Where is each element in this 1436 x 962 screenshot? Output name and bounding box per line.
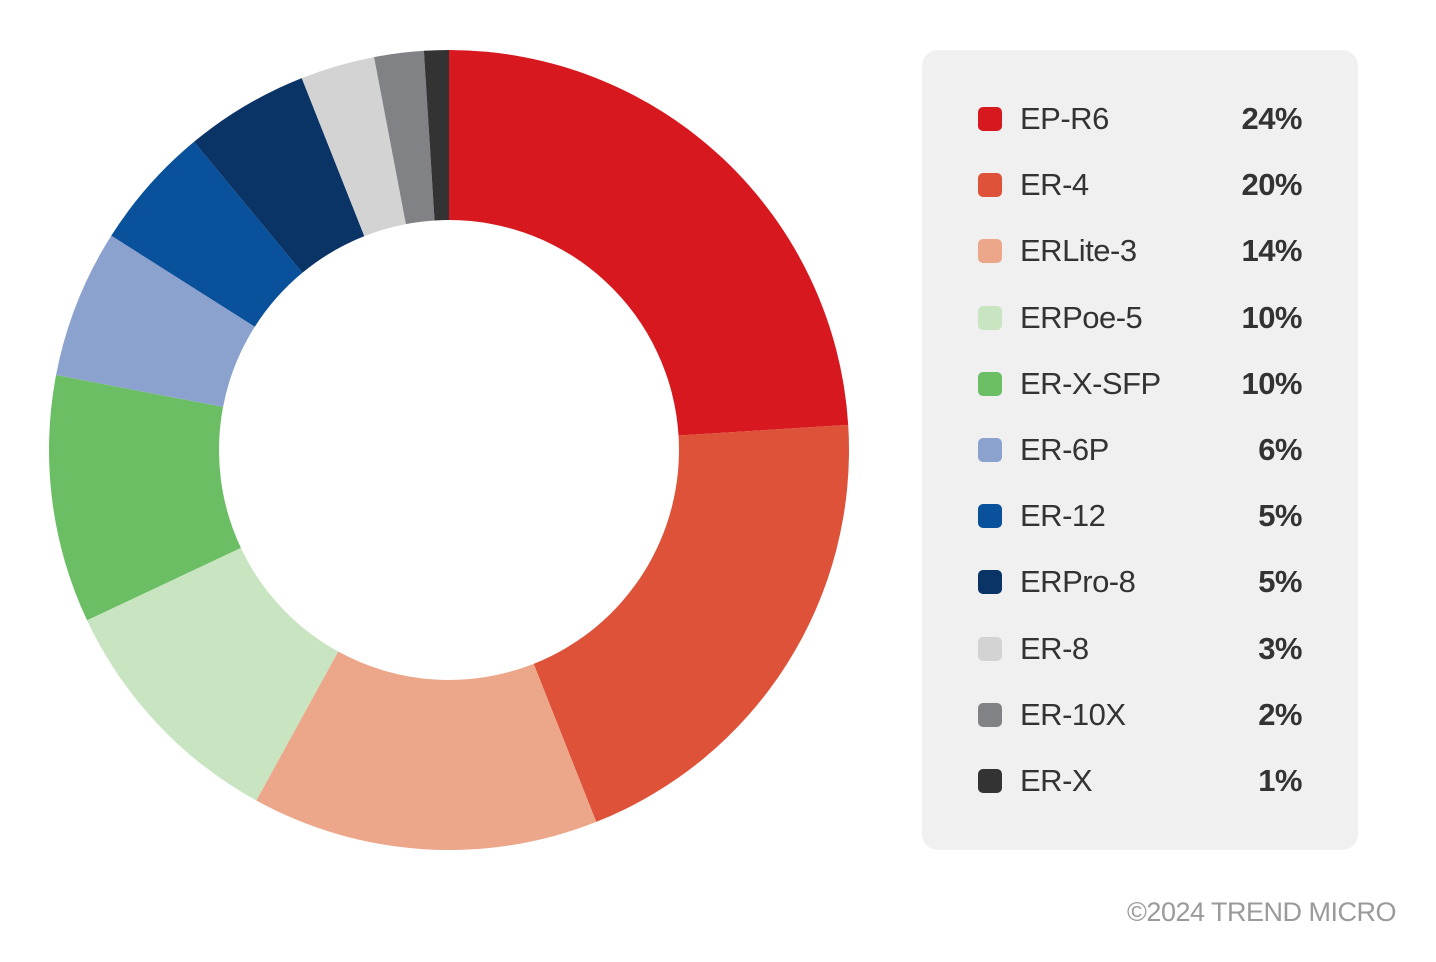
legend-label: ER-10X <box>1020 696 1126 732</box>
donut-slice-erpoe-5 <box>87 547 339 801</box>
legend-value: 10% <box>1241 299 1302 335</box>
legend-label: ERPro-8 <box>1020 564 1136 600</box>
donut-slice-er-6p <box>56 235 255 407</box>
legend-item: ER-X 1% <box>922 759 1358 803</box>
legend-value: 10% <box>1241 365 1302 401</box>
copyright-text: ©2024 TREND MICRO <box>1127 897 1396 927</box>
legend-swatch <box>978 769 1002 793</box>
legend-item: ER-X-SFP 10% <box>922 362 1358 406</box>
legend-swatch <box>978 636 1002 661</box>
legend-item: EP-R6 24% <box>922 97 1358 141</box>
legend-value: 5% <box>1258 498 1302 534</box>
legend-value: 2% <box>1258 696 1302 732</box>
legend-label: ER-8 <box>1020 630 1089 666</box>
legend-swatch <box>978 173 1002 198</box>
legend-value: 14% <box>1241 233 1302 269</box>
legend-item: ERPoe-5 10% <box>922 296 1358 340</box>
legend-swatch <box>978 107 1002 131</box>
legend-panel: EP-R6 24% ER-4 20% ERLite-3 14% ERPoe-5 10% ER-X… <box>922 50 1358 850</box>
legend-value: 1% <box>1258 763 1302 798</box>
legend-value: 24% <box>1241 101 1302 136</box>
legend-value: 6% <box>1258 432 1302 467</box>
legend-swatch <box>978 504 1002 529</box>
donut-slice-er-10x <box>374 50 435 225</box>
legend-swatch <box>978 239 1002 264</box>
legend-item: ER-10X 2% <box>922 693 1358 737</box>
donut-chart <box>49 50 849 850</box>
legend-label: ER-12 <box>1020 498 1106 534</box>
legend-item: ER-8 3% <box>922 627 1358 671</box>
legend-swatch <box>978 702 1002 727</box>
legend-value: 5% <box>1258 564 1302 600</box>
donut-slice-erlite-3 <box>256 651 597 850</box>
legend-item: ER-12 5% <box>922 494 1358 538</box>
donut-slice-erpro-8 <box>194 78 365 273</box>
legend-label: ER-6P <box>1020 432 1109 467</box>
donut-slice-er-x <box>423 50 449 221</box>
donut-slice-er-12 <box>111 141 303 327</box>
legend-swatch <box>978 570 1002 595</box>
legend-swatch <box>978 305 1002 330</box>
donut-slice-er-4 <box>533 424 849 822</box>
legend-label: ER-X-SFP <box>1020 365 1161 401</box>
legend-label: ER-X <box>1020 763 1093 798</box>
donut-slice-er-x-sfp <box>49 375 241 621</box>
legend-label: EP-R6 <box>1020 101 1109 136</box>
legend-label: ERPoe-5 <box>1020 299 1143 335</box>
legend-label: ERLite-3 <box>1020 233 1137 269</box>
legend-label: ER-4 <box>1020 167 1089 203</box>
legend-item: ERLite-3 14% <box>922 229 1358 273</box>
donut-slice-ep-r6 <box>449 50 849 436</box>
legend-item: ERPro-8 5% <box>922 560 1358 604</box>
legend-swatch <box>978 371 1002 396</box>
legend-swatch <box>978 438 1002 462</box>
legend-item: ER-6P 6% <box>922 428 1358 472</box>
donut-slice-er-8 <box>301 57 406 237</box>
legend-item: ER-4 20% <box>922 163 1358 207</box>
legend-value: 20% <box>1241 167 1302 203</box>
legend-value: 3% <box>1258 630 1302 666</box>
